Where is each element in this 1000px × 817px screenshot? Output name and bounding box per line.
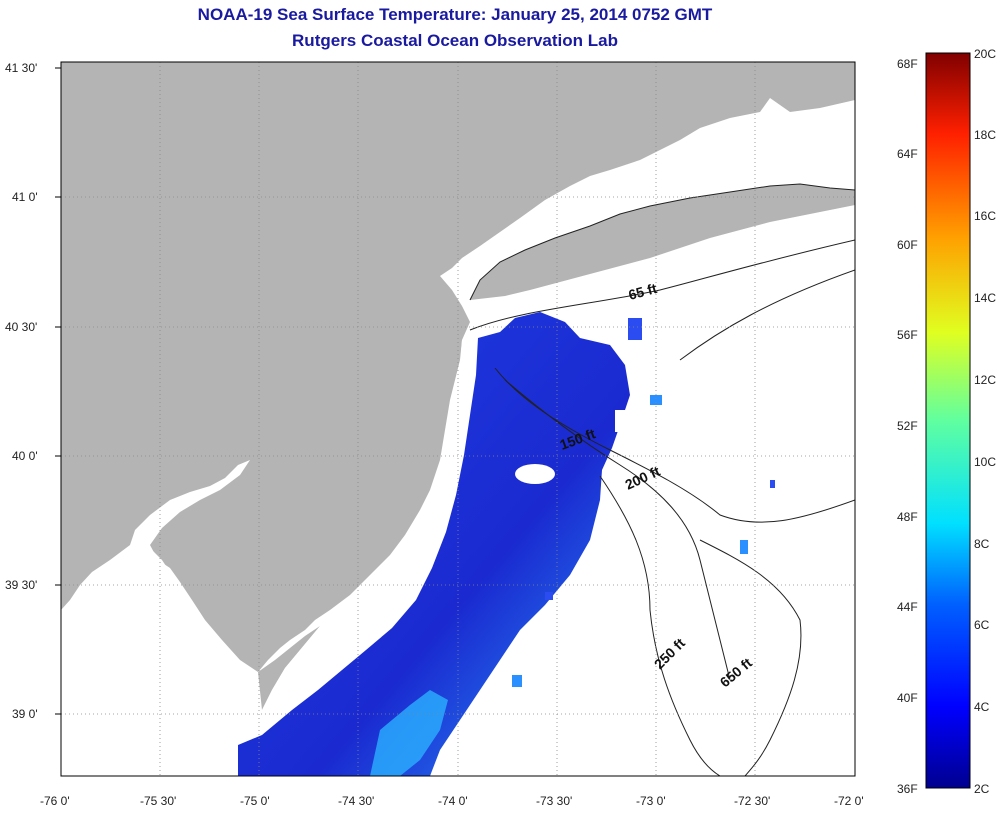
colorbar-c-label: 4C bbox=[974, 700, 990, 714]
map-title: NOAA-19 Sea Surface Temperature: January… bbox=[197, 5, 713, 24]
colorbar-f-label: 56F bbox=[897, 328, 918, 342]
sst-speck bbox=[770, 480, 775, 488]
delaware-bay-water bbox=[145, 548, 262, 776]
sst-speck bbox=[545, 592, 553, 600]
sst-speck bbox=[650, 395, 662, 405]
lat-tick-label: 40 0' bbox=[12, 449, 38, 463]
map-border bbox=[60, 61, 856, 777]
nearshore-nodata bbox=[262, 330, 482, 710]
colorbar-f-label: 40F bbox=[897, 691, 918, 705]
colorbar-f-label: 44F bbox=[897, 600, 918, 614]
contour-offshore bbox=[679, 269, 855, 361]
colorbar-c-label: 18C bbox=[974, 128, 996, 142]
graticule bbox=[61, 62, 855, 776]
sst-speck bbox=[628, 318, 642, 340]
lon-tick-label: -75 30' bbox=[140, 794, 176, 808]
sst-cold-band bbox=[238, 312, 630, 776]
colorbar-c-label: 2C bbox=[974, 782, 990, 796]
colorbar-f-label: 64F bbox=[897, 147, 918, 161]
colorbar-fahrenheit-labels: 68F 64F 60F 56F 52F 48F 44F 40F 36F bbox=[897, 57, 918, 796]
colorbar-c-label: 14C bbox=[974, 291, 996, 305]
colorbar-f-label: 48F bbox=[897, 510, 918, 524]
colorbar-f-label: 68F bbox=[897, 57, 918, 71]
colorbar-f-label: 52F bbox=[897, 419, 918, 433]
contour-65ft bbox=[469, 239, 855, 331]
cape-may-land bbox=[258, 626, 320, 710]
cloud-gap bbox=[515, 464, 555, 484]
lon-tick-label: -75 0' bbox=[240, 794, 270, 808]
colorbar-f-label: 60F bbox=[897, 238, 918, 252]
lon-tick-label: -73 0' bbox=[636, 794, 666, 808]
sst-warmer-patch bbox=[370, 690, 448, 776]
colorbar-c-label: 6C bbox=[974, 618, 990, 632]
colorbar-c-label: 8C bbox=[974, 537, 990, 551]
lat-tick-label: 39 0' bbox=[12, 707, 38, 721]
contour-label-65ft: 65 ft bbox=[627, 280, 659, 303]
colorbar-c-label: 16C bbox=[974, 209, 996, 223]
map-subtitle: Rutgers Coastal Ocean Observation Lab bbox=[292, 31, 618, 50]
lat-tick-label: 40 30' bbox=[5, 320, 37, 334]
lat-tick-label: 39 30' bbox=[5, 578, 37, 592]
lon-tick-label: -72 0' bbox=[834, 794, 864, 808]
colorbar-c-label: 12C bbox=[974, 373, 996, 387]
contour-650ft bbox=[699, 539, 802, 776]
colorbar-f-label: 36F bbox=[897, 782, 918, 796]
cloud-gap-2 bbox=[615, 410, 640, 432]
lat-tick-label: 41 30' bbox=[5, 61, 37, 75]
contour-250ft bbox=[599, 475, 721, 776]
contour-coast-outline bbox=[469, 183, 855, 301]
lon-tick-label: -76 0' bbox=[40, 794, 70, 808]
lon-tick-label: -74 0' bbox=[438, 794, 468, 808]
lat-tick-label: 41 0' bbox=[12, 190, 38, 204]
lon-tick-label: -73 30' bbox=[536, 794, 572, 808]
lon-tick-label: -72 30' bbox=[734, 794, 770, 808]
contour-200ft bbox=[504, 379, 731, 681]
colorbar-c-label: 10C bbox=[974, 455, 996, 469]
colorbar-celsius-labels: 20C 18C 16C 14C 12C 10C 8C 6C 4C 2C bbox=[974, 47, 996, 796]
colorbar-c-label: 20C bbox=[974, 47, 996, 61]
colorbar bbox=[925, 52, 971, 789]
sst-speck bbox=[512, 675, 522, 687]
lon-axis: -76 0' -75 30' -75 0' -74 30' -74 0' -73… bbox=[40, 794, 864, 808]
lat-axis: 41 30' 41 0' 40 30' 40 0' 39 30' 39 0' bbox=[5, 61, 61, 721]
bathymetry-contours bbox=[469, 183, 855, 776]
lon-tick-label: -74 30' bbox=[338, 794, 374, 808]
sst-speck bbox=[740, 540, 748, 554]
long-island-land bbox=[470, 184, 855, 300]
